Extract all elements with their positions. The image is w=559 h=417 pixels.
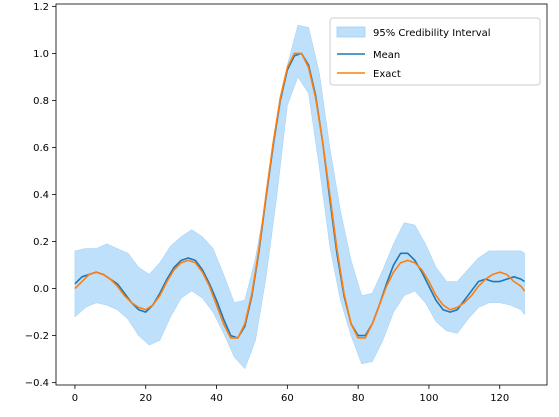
x-axis: 0 20 40 60 80 100 120 (72, 385, 509, 404)
legend-label-exact: Exact (373, 69, 401, 80)
series-lines-layer (74, 52, 526, 339)
y-tick-label: 0.2 (33, 237, 49, 248)
legend-label-band: 95% Credibility Interval (373, 28, 491, 39)
credibility-band-layer (74, 24, 525, 370)
y-tick-label: 0.6 (33, 143, 49, 154)
x-tick-label: 120 (490, 393, 509, 404)
x-tick-label: 100 (419, 393, 438, 404)
y-tick-label: 1.2 (33, 2, 49, 13)
y-tick-label: −0.4 (25, 378, 49, 389)
y-tick-label: 0.8 (33, 96, 49, 107)
y-tick-label: −0.2 (25, 331, 49, 342)
x-tick-label: 0 (72, 393, 78, 404)
x-tick-label: 40 (210, 393, 223, 404)
legend: 95% Credibility Interval Mean Exact (329, 17, 541, 86)
x-tick-label: 60 (281, 393, 294, 404)
y-tick-label: 0.0 (33, 284, 49, 295)
y-tick-label: 1.0 (33, 49, 49, 60)
legend-swatch-band (336, 26, 366, 38)
y-axis: −0.4 −0.2 0.0 0.2 0.4 0.6 0.8 1.0 1.2 (25, 2, 56, 389)
credibility-band (74, 24, 525, 370)
y-tick-label: 0.4 (33, 190, 49, 201)
x-tick-label: 80 (352, 393, 365, 404)
x-tick-label: 20 (139, 393, 152, 404)
legend-box (329, 17, 541, 86)
series-line-exact (74, 52, 526, 339)
legend-label-mean: Mean (373, 50, 400, 61)
